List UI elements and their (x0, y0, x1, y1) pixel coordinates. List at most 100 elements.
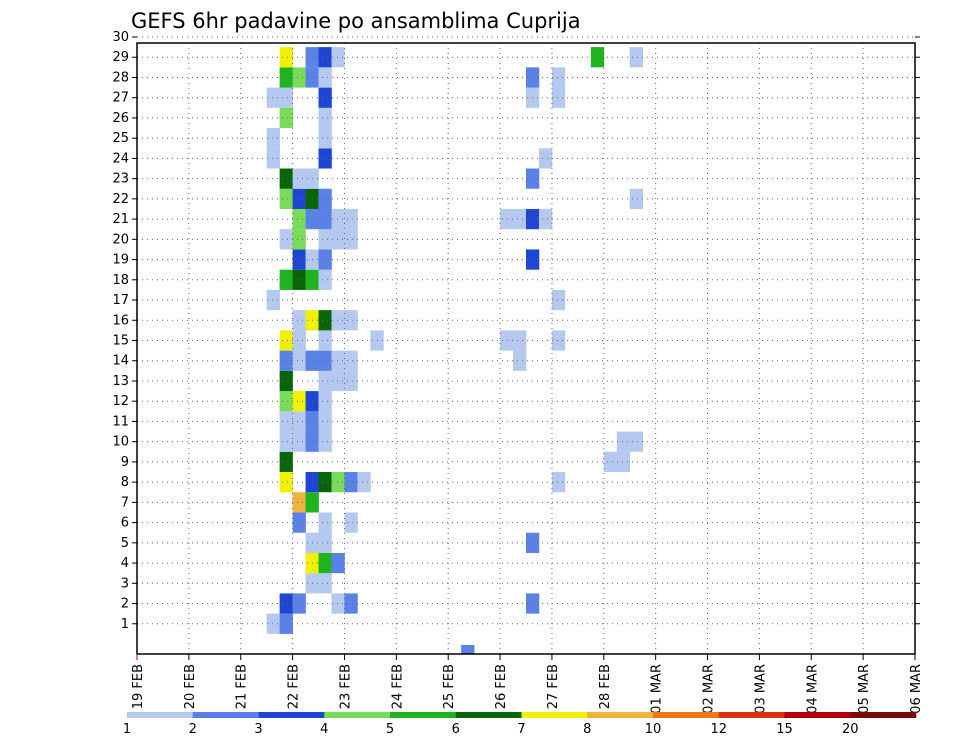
heatmap-cell (318, 148, 332, 169)
chart-title: GEFS 6hr padavine po ansamblima Cuprija (131, 9, 581, 33)
y-tick-label: 4 (121, 556, 129, 571)
heatmap-cell (292, 269, 306, 290)
x-tick-label: 27 FEB (546, 664, 561, 709)
heatmap-cell (551, 472, 566, 493)
heatmap-cell (344, 208, 358, 230)
heatmap-cell (266, 87, 280, 108)
heatmap-cell (538, 208, 553, 230)
heatmap-cell (318, 208, 332, 230)
heatmap-cell (538, 148, 553, 169)
x-tick-label: 03 MAR (753, 664, 768, 714)
heatmap-cell (344, 350, 358, 371)
heatmap-cell (318, 310, 332, 331)
x-tick-label: 25 FEB (442, 664, 457, 709)
heatmap-cell (292, 67, 306, 88)
heatmap-cell (318, 249, 332, 270)
heatmap-cell (331, 593, 345, 614)
colorbar-segment (718, 712, 785, 718)
colorbar-segment (127, 712, 194, 718)
heatmap-cell (331, 47, 345, 68)
heatmap-cell (551, 67, 566, 88)
heatmap-cell (344, 593, 358, 614)
colorbar-legend: 1 2 3 4 5 6 7 8 10 12 15 20 (123, 712, 917, 737)
y-tick-label: 21 (112, 212, 129, 227)
y-tick-label: 17 (112, 293, 129, 308)
y-tick-label: 6 (121, 516, 129, 531)
heatmap-cell (279, 472, 293, 493)
heatmap-cell (551, 87, 566, 108)
heatmap-cell (266, 128, 280, 149)
heatmap-cell (629, 47, 643, 68)
heatmap-cell (318, 350, 332, 371)
heatmap-cell (318, 107, 332, 129)
heatmap-cell (318, 229, 332, 250)
y-tick-label: 3 (121, 576, 129, 591)
y-tick-label: 1 (121, 617, 129, 632)
colorbar-segment (455, 712, 522, 718)
colorbar-label: 3 (254, 722, 262, 737)
colorbar-segment (521, 712, 588, 718)
x-tick-label: 28 FEB (598, 664, 613, 709)
colorbar-label: 12 (710, 722, 727, 737)
heatmap-cell (331, 229, 345, 250)
colorbar-segment (324, 712, 391, 718)
heatmap-cell (292, 512, 306, 533)
x-tick-label: 20 FEB (183, 664, 198, 709)
heatmap-cell (279, 229, 293, 250)
x-axis-ticks: 19 FEB 20 FEB 21 FEB 22 FEB 23 FEB 24 FEB 25 F… (131, 654, 924, 714)
colorbar-label: 15 (776, 722, 793, 737)
heatmap-cell (266, 613, 280, 634)
heatmap-cell (513, 330, 527, 351)
x-tick-label: 02 MAR (702, 664, 717, 714)
y-tick-label: 14 (112, 354, 129, 369)
heatmap-cell (331, 350, 345, 371)
y-tick-label: 18 (112, 273, 129, 288)
y-tick-label: 23 (112, 172, 129, 187)
heatmap-cell (292, 411, 306, 432)
y-tick-label: 15 (112, 334, 129, 349)
heatmap-cell (292, 249, 306, 270)
heatmap-cell (603, 451, 618, 473)
heatmap-cell (292, 208, 306, 230)
heatmap-cell (292, 330, 306, 351)
heatmap-cell (279, 188, 293, 209)
x-tick-label: 23 FEB (338, 664, 353, 709)
heatmap-cell (279, 47, 293, 68)
y-tick-label: 5 (121, 536, 129, 551)
heatmap-cell (461, 645, 475, 654)
y-tick-label: 7 (121, 495, 129, 510)
heatmap-cell (279, 391, 293, 412)
heatmap-cell (279, 168, 293, 189)
colorbar-label: 7 (517, 722, 525, 737)
heatmap-cell (292, 168, 306, 189)
heatmap-cell (318, 512, 332, 533)
heatmap-cell (551, 289, 566, 311)
x-tick-label: 26 FEB (494, 664, 509, 709)
colorbar-segment (258, 712, 325, 718)
y-tick-label: 9 (121, 455, 129, 470)
heatmap-cell (318, 47, 332, 68)
y-tick-label: 19 (112, 253, 129, 268)
heatmap-cell (344, 472, 358, 493)
y-tick-label: 29 (112, 50, 129, 65)
heatmap-cell (344, 310, 358, 331)
heatmap-cell (629, 188, 643, 209)
heatmap-cell (318, 532, 332, 553)
heatmap-cell (279, 330, 293, 351)
heatmap-cell (318, 87, 332, 108)
heatmap-cell (279, 431, 293, 452)
heatmap-cell (331, 310, 345, 331)
heatmap-cell (279, 613, 293, 634)
y-axis-ticks: 1234567891011121314151617181920212223242… (112, 30, 920, 632)
heatmap-cell (513, 350, 527, 371)
heatmap-cell (318, 411, 332, 432)
heatmap-cell (318, 330, 332, 351)
heatmap-cell (279, 67, 293, 88)
heatmap-cell (318, 431, 332, 452)
y-tick-label: 24 (112, 151, 129, 166)
gridlines (137, 36, 915, 654)
heatmap-cell (279, 411, 293, 432)
heatmap-cell (279, 370, 293, 392)
colorbar-segment (390, 712, 457, 718)
